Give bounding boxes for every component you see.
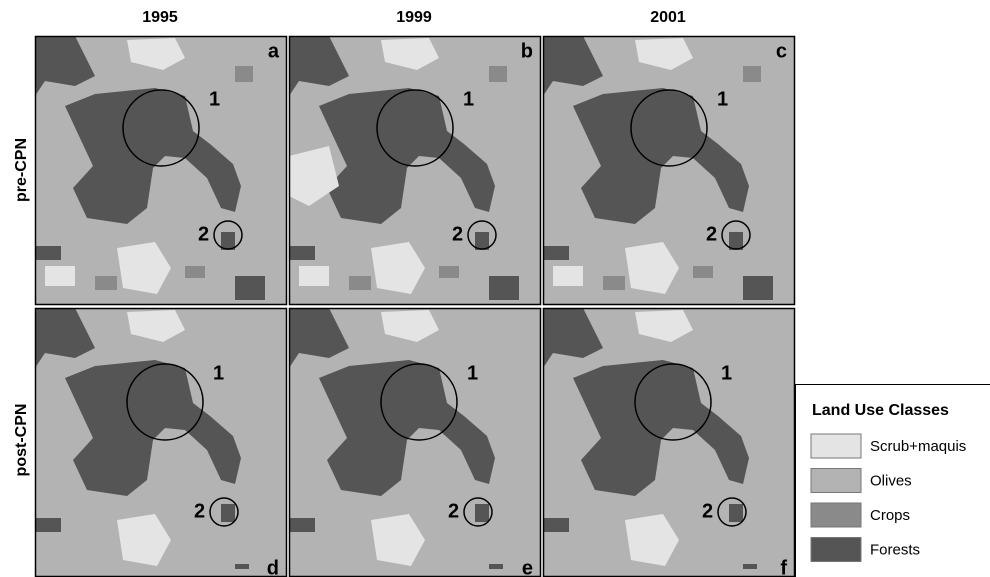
scrub-patch — [553, 266, 583, 286]
forest-patch — [35, 246, 61, 260]
marker-label: 2 — [702, 500, 713, 522]
legend-swatch — [811, 434, 861, 458]
crop-patch — [743, 66, 761, 82]
legend: Land Use Classes Scrub+maquis Olives Crops… — [796, 385, 990, 577]
map-panel: 1 2 b — [289, 36, 541, 305]
map-panel: 1 2 d — [35, 308, 287, 577]
panel-letter: c — [776, 40, 787, 62]
legend-title: Land Use Classes — [812, 402, 949, 419]
forest-patch — [235, 276, 265, 300]
forest-patch — [221, 504, 235, 522]
forest-patch — [743, 276, 773, 300]
map-panel: 1 2 a — [35, 36, 287, 305]
marker-label: 2 — [706, 223, 717, 245]
legend-swatch — [811, 503, 861, 527]
forest-patch — [289, 518, 315, 532]
column-header: 1999 — [396, 9, 432, 26]
crop-patch — [603, 276, 625, 290]
panel-letter: b — [521, 40, 533, 62]
panel-letter: a — [268, 40, 280, 62]
forest-patch — [289, 246, 315, 260]
legend-label: Crops — [870, 507, 910, 524]
marker-label: 2 — [194, 500, 205, 522]
marker-label: 2 — [198, 223, 209, 245]
forest-patch — [221, 232, 235, 250]
crop-patch — [349, 276, 371, 290]
legend-swatch — [811, 469, 861, 493]
row-label: pre-CPN — [13, 138, 30, 202]
crop-patch — [439, 266, 459, 278]
panel-letter: f — [780, 557, 787, 577]
forest-patch — [35, 518, 61, 532]
marker-label: 2 — [452, 223, 463, 245]
crop-patch — [95, 276, 117, 290]
legend-label: Forests — [870, 541, 920, 558]
map-panel: 1 2 e — [289, 308, 541, 577]
crop-patch — [693, 266, 713, 278]
forest-patch — [475, 504, 489, 522]
scrub-patch — [299, 266, 329, 286]
scrub-patch — [45, 266, 75, 286]
map-panel: 1 2 f — [543, 308, 795, 577]
panel-letter: e — [522, 557, 533, 577]
forest-patch — [475, 232, 489, 250]
forest-patch — [235, 564, 249, 569]
row-label: post-CPN — [13, 404, 30, 477]
marker-label: 1 — [463, 88, 474, 110]
forest-patch — [489, 564, 503, 569]
legend-swatch — [811, 538, 861, 562]
forest-patch — [729, 232, 743, 250]
map-panel: 1 2 c — [543, 36, 795, 305]
column-header: 2001 — [650, 9, 686, 26]
forest-patch — [543, 518, 569, 532]
marker-label: 1 — [717, 88, 728, 110]
crop-patch — [235, 66, 253, 82]
marker-label: 2 — [448, 500, 459, 522]
forest-patch — [729, 504, 743, 522]
marker-label: 1 — [213, 362, 224, 384]
forest-patch — [743, 564, 757, 569]
marker-label: 1 — [209, 88, 220, 110]
legend-label: Olives — [870, 472, 912, 489]
crop-patch — [489, 66, 507, 82]
legend-label: Scrub+maquis — [870, 438, 966, 455]
figure: 1995 1999 2001 pre-CPN post-CPN Land Use… — [0, 0, 990, 577]
panel-letter: d — [267, 557, 279, 577]
crop-patch — [185, 266, 205, 278]
marker-label: 1 — [721, 362, 732, 384]
forest-patch — [543, 246, 569, 260]
marker-label: 1 — [467, 362, 478, 384]
forest-patch — [489, 276, 519, 300]
column-header: 1995 — [142, 9, 178, 26]
